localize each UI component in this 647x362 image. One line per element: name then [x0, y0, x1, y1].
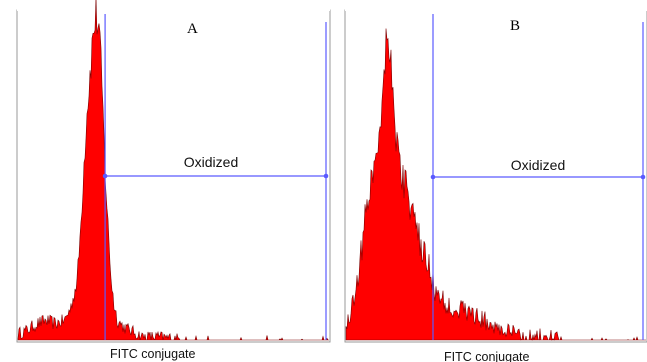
x-axis-label-b: FITC conjugate — [444, 350, 530, 362]
gate-handle-right-a — [323, 173, 329, 179]
gate-handle-left-b — [430, 174, 436, 180]
gate-label-b: Oxidized — [511, 157, 565, 173]
panel-label-b: B — [510, 18, 520, 34]
histogram-panel-a: A Oxidized FITC conjugate — [16, 0, 331, 361]
gate-handle-right-b — [640, 174, 646, 180]
histogram-area-b — [345, 28, 646, 341]
x-axis-label-a: FITC conjugate — [110, 347, 196, 361]
gate-handle-left-a — [102, 173, 108, 179]
histogram-area-a — [17, 0, 329, 341]
histogram-panel-b: B Oxidized FITC conjugate — [344, 9, 647, 362]
gate-label-a: Oxidized — [184, 154, 238, 170]
panel-label-a: A — [187, 21, 198, 37]
